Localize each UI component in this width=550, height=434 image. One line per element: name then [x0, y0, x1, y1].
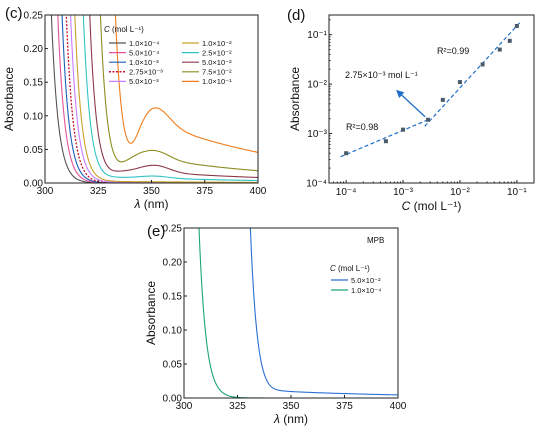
- x-tick-label: 350: [283, 401, 300, 412]
- series-line-2: [198, 228, 398, 398]
- x-tick-label: 375: [196, 186, 213, 197]
- legend-label-8: 5.0×10⁻²: [202, 58, 232, 67]
- x-tick-label: 375: [336, 401, 353, 412]
- data-point-1: [344, 151, 349, 156]
- r2-high-annotation: R²=0.99: [437, 46, 469, 56]
- legend-label-1: 5.0×10⁻²: [351, 276, 381, 285]
- x-tick-label: 300: [176, 401, 193, 412]
- x-axis-title-var: λ: [134, 197, 141, 211]
- y-tick-label: 0.05: [24, 145, 44, 156]
- legend-label-6: 1.0×10⁻²: [202, 39, 232, 48]
- data-point-7: [480, 62, 485, 67]
- y-tick-label: 10⁻³: [307, 129, 327, 140]
- x-axis-title-unit: (nm): [140, 197, 168, 211]
- fit-line-1: [340, 119, 429, 158]
- plot-frame: [183, 227, 399, 399]
- legend-label-2: 5.0×10⁻⁴: [129, 48, 159, 57]
- mpb-annotation: MPB: [367, 236, 384, 245]
- y-tick-label: 10⁻¹: [307, 30, 327, 41]
- x-axis-title-var: λ: [273, 412, 280, 426]
- y-tick-label: 0.20: [24, 44, 44, 55]
- series-line-2: [57, 15, 258, 183]
- y-axis-title: Absorbance: [144, 281, 158, 345]
- series-line-1: [249, 228, 398, 396]
- y-tick-label: 10⁻²: [307, 80, 327, 91]
- legend-title-var: C: [330, 264, 336, 273]
- x-axis-title-var: C: [402, 199, 411, 213]
- x-axis-title-unit: (nm): [280, 412, 308, 426]
- y-tick-label: 0.00: [163, 394, 183, 405]
- x-tick-label: 325: [90, 186, 107, 197]
- x-tick-label: 10⁻³: [393, 187, 413, 198]
- cmc-annotation: 2.75×10⁻³ mol L⁻¹: [345, 70, 418, 80]
- x-tick-label: 10⁻⁴: [336, 187, 357, 198]
- cmc-arrow: [396, 89, 426, 118]
- data-point-4: [426, 117, 431, 122]
- data-point-5: [440, 97, 445, 102]
- y-tick-label: 10⁻⁴: [306, 179, 327, 190]
- panel-label: (e): [147, 223, 165, 240]
- series-line-4: [65, 15, 258, 183]
- x-tick-label: 325: [229, 401, 246, 412]
- data-point-2: [383, 139, 388, 144]
- legend-title-unit: (mol L⁻¹): [110, 25, 144, 34]
- x-tick-label: 10⁻¹: [507, 187, 527, 198]
- x-axis-title: λ (nm): [134, 197, 169, 211]
- y-tick-label: 0.10: [24, 111, 44, 122]
- legend-label-7: 2.5×10⁻²: [202, 48, 232, 57]
- legend-label-4: 2.75×10⁻³: [129, 68, 163, 77]
- y-tick-label: 0.00: [24, 179, 44, 190]
- legend-title-var: C: [104, 25, 110, 34]
- legend-label-3: 1.0×10⁻³: [129, 58, 159, 67]
- legend-title: C (mol L⁻¹): [104, 25, 144, 34]
- legend-title-unit: (mol L⁻¹): [336, 264, 370, 273]
- y-axis-title: Absorbance: [2, 67, 16, 131]
- y-tick-label: 0.05: [163, 360, 183, 371]
- y-tick-label: 0.10: [163, 326, 183, 337]
- panel-label: (c): [5, 5, 23, 22]
- legend-label-9: 7.5×10⁻²: [202, 68, 232, 77]
- series-line-7: [82, 15, 258, 182]
- y-tick-label: 0.15: [24, 78, 44, 89]
- y-axis-title: Absorbance: [288, 67, 302, 131]
- y-tick-label: 0.25: [163, 224, 183, 235]
- data-point-9: [507, 38, 512, 43]
- data-point-3: [401, 127, 406, 132]
- x-tick-label: 350: [143, 186, 160, 197]
- data-point-8: [497, 47, 502, 52]
- x-tick-label: 400: [390, 401, 407, 412]
- fit-line-2: [424, 20, 522, 127]
- x-axis-title-unit: (mol L⁻¹): [410, 199, 461, 213]
- legend-label-10: 1.0×10⁻¹: [202, 77, 232, 86]
- y-tick-label: 0.25: [24, 11, 44, 22]
- panel-label: (d): [287, 7, 305, 24]
- data-point-6: [457, 80, 462, 85]
- panel-c-spectra-chart: 300 325 350 375 400 0.00 0.05 0.10 0.15 0.20 0.25 λ…: [2, 5, 267, 211]
- y-tick-label: 0.15: [163, 292, 183, 303]
- plot-frame: [328, 14, 535, 184]
- data-point-10: [514, 23, 519, 28]
- x-tick-label: 300: [37, 186, 54, 197]
- series-line-3: [61, 15, 258, 183]
- x-tick-label: 400: [250, 186, 267, 197]
- series-line-1: [50, 15, 258, 183]
- x-tick-label: 10⁻²: [450, 187, 470, 198]
- legend-label-1: 1.0×10⁻⁴: [129, 39, 159, 48]
- r2-low-annotation: R²=0.98: [346, 122, 378, 132]
- panel-e-mpb-spectra-chart: 300 325 350 375 400 0.00 0.05 0.10 0.15 0.20 0.25 λ…: [144, 223, 407, 426]
- series-line-5: [70, 15, 258, 183]
- y-tick-label: 0.20: [163, 258, 183, 269]
- series-line-9: [99, 15, 258, 172]
- legend-title: C (mol L⁻¹): [330, 264, 370, 273]
- legend-label-2: 1.0×10⁻⁴: [351, 286, 381, 295]
- series-line-10: [114, 15, 258, 153]
- x-axis-title: C (mol L⁻¹): [402, 199, 462, 213]
- series-line-6: [74, 15, 258, 183]
- legend-label-5: 5.0×10⁻³: [129, 77, 159, 86]
- series-line-8: [89, 15, 258, 179]
- panel-d-log-log-chart: 10⁻⁴ 10⁻³ 10⁻² 10⁻¹ 10⁻⁴ 10⁻³ 10⁻² 10⁻¹ 2.75×10⁻…: [287, 7, 535, 213]
- x-axis-title: λ (nm): [273, 412, 308, 426]
